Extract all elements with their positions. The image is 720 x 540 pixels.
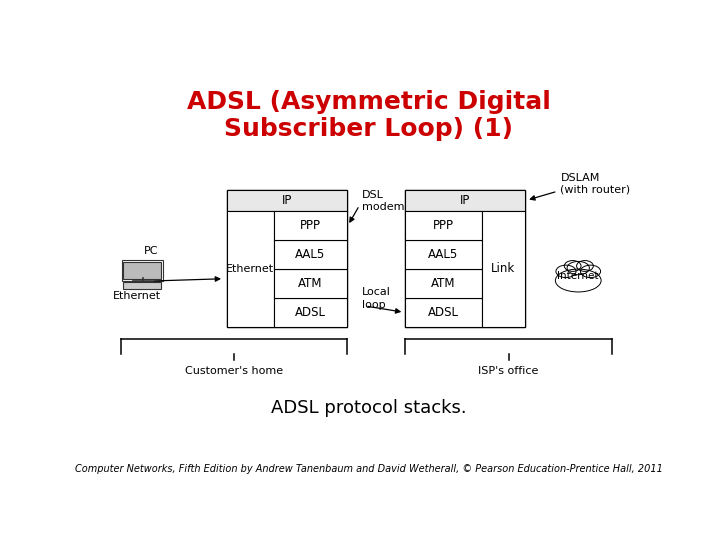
Bar [124,262,161,279]
Text: IP: IP [282,194,292,207]
Text: Ethernet: Ethernet [113,291,161,301]
Bar [122,260,163,281]
Text: ATM: ATM [431,277,456,290]
Bar [124,282,161,288]
Ellipse shape [577,261,593,272]
Ellipse shape [580,265,600,278]
Text: PPP: PPP [300,219,321,232]
Bar [274,211,347,240]
Text: Local
loop: Local loop [362,287,391,309]
Text: Subscriber Loop) (1): Subscriber Loop) (1) [225,117,513,141]
Ellipse shape [567,261,590,275]
Bar [274,240,347,269]
Text: Ethernet: Ethernet [226,264,274,274]
Ellipse shape [555,269,601,292]
Bar [405,190,526,211]
Text: Computer Networks, Fifth Edition by Andrew Tanenbaum and David Wetherall, © Pear: Computer Networks, Fifth Edition by Andr… [75,464,663,474]
Text: ISP's office: ISP's office [478,366,539,376]
Text: ADSL: ADSL [295,306,326,319]
Text: ADSL: ADSL [428,306,459,319]
Text: DSLAM
(with router): DSLAM (with router) [560,172,631,195]
Bar [274,298,347,327]
Text: IP: IP [460,194,470,207]
Bar [405,298,482,327]
Text: ATM: ATM [298,277,323,290]
Bar [227,211,274,327]
Bar [274,269,347,298]
Bar [405,240,482,269]
Text: PC: PC [144,246,158,256]
Text: AAL5: AAL5 [295,248,325,261]
Bar [482,211,525,327]
Bar [405,190,526,327]
Bar [227,190,347,327]
Bar [405,269,482,298]
Text: Internet: Internet [557,271,599,280]
Text: ADSL (Asymmetric Digital: ADSL (Asymmetric Digital [187,90,551,114]
Text: Link: Link [491,262,516,275]
Text: Customer's home: Customer's home [184,366,283,376]
Text: AAL5: AAL5 [428,248,459,261]
Text: DSL
modem: DSL modem [362,190,405,212]
Text: ADSL protocol stacks.: ADSL protocol stacks. [271,399,467,417]
Bar [227,190,347,211]
Ellipse shape [564,261,581,272]
Ellipse shape [556,265,576,278]
Bar [405,211,482,240]
Text: PPP: PPP [433,219,454,232]
